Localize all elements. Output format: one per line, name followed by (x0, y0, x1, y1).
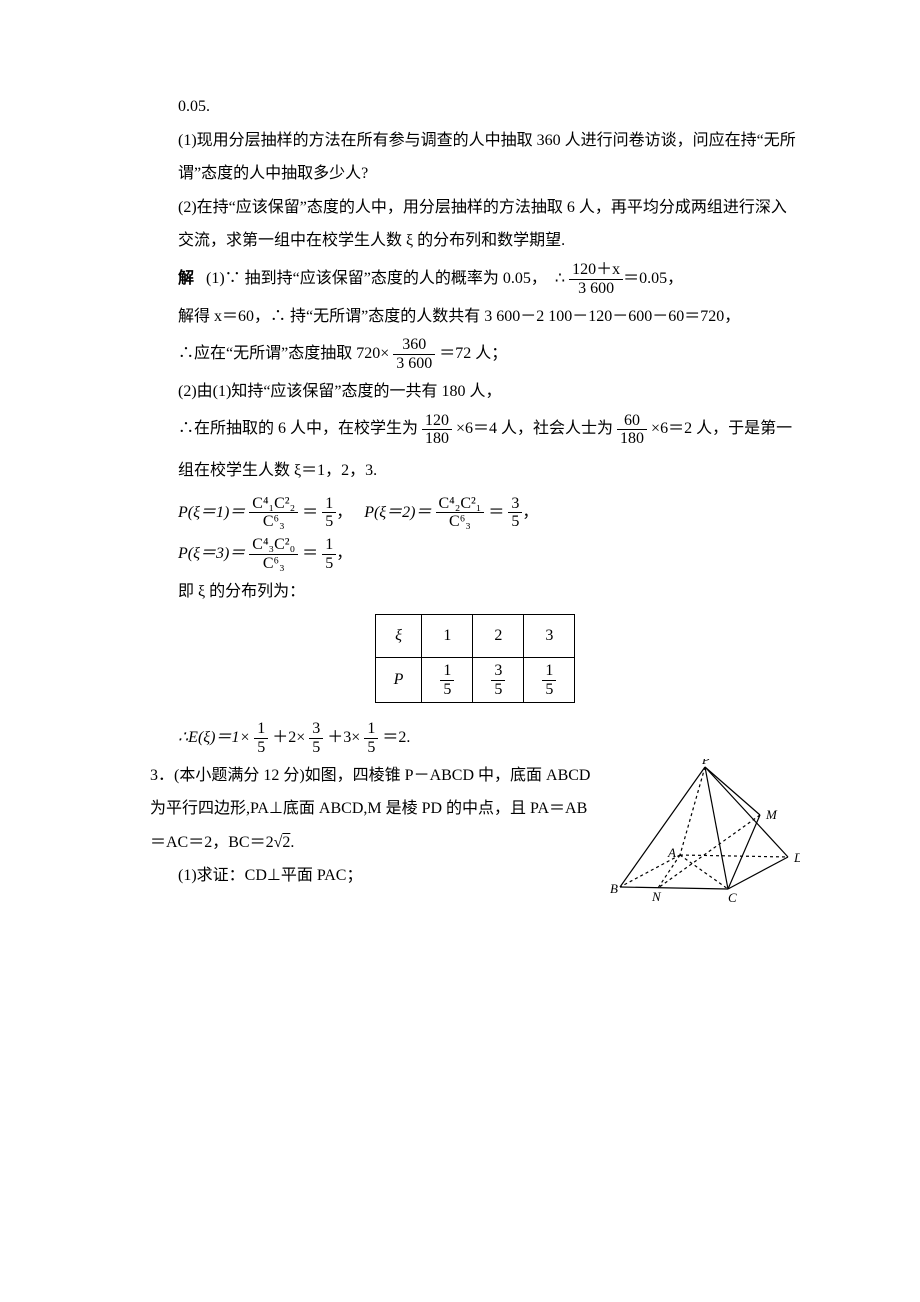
dist-row-label: P (375, 657, 422, 702)
solution-2b: ∴在所抽取的 6 人中，在校学生为 120 180 ×6＝4 人，社会人士为 6… (150, 408, 800, 491)
question-part2: (2)在持“应该保留”态度的人中，用分层抽样的方法抽取 6 人，再平均分成两组进… (150, 191, 800, 258)
question-part1: (1)现用分层抽样的方法在所有参与调查的人中抽取 360 人进行问卷访谈，问应在… (150, 124, 800, 191)
solution-1c: ∴应在“无所谓”态度抽取 720× 360 3 600 ＝72 人； (150, 333, 800, 375)
distribution-intro: 即 ξ 的分布列为： (150, 575, 800, 609)
solution-2a: (2)由(1)知持“应该保留”态度的一共有 180 人， (150, 375, 800, 409)
figure-label-C: C (728, 890, 737, 905)
figure-label-P: P (701, 759, 710, 767)
pyramid-figure: P M A B C D N (610, 759, 800, 909)
sol-label: 解 (178, 270, 194, 287)
distribution-table: ξ 1 2 3 P 15 35 15 (375, 614, 576, 703)
dist-head-2: 2 (473, 615, 524, 658)
solution-1b: 解得 x＝60，∴ 持“无所谓”态度的人数共有 3 600－2 100－120－… (150, 300, 800, 334)
figure-label-B: B (610, 881, 618, 896)
dist-cell-3: 15 (524, 657, 575, 702)
prob-row-1: P(ξ＝1)＝ C⁴₁C²₂C⁶₃ ＝ 15， P(ξ＝2)＝ C⁴₂C²₁C⁶… (150, 492, 800, 534)
question-3: 3．(本小题满分 12 分)如图，四棱锥 P－ABCD 中，底面 ABCD 为平… (150, 759, 800, 893)
figure-label-D: D (793, 850, 800, 865)
expectation: ∴E(ξ)＝1× 15 ＋2× 35 ＋3× 15 ＝2. (150, 717, 800, 759)
dist-head-1: 1 (422, 615, 473, 658)
dist-head-xi: ξ (375, 615, 422, 658)
solution-1a: 解 (1)∵ 抽到持“应该保留”态度的人的概率为 0.05， ∴ 120＋x 3… (150, 258, 800, 300)
dist-cell-1: 15 (422, 657, 473, 702)
intro-tail: 0.05. (150, 90, 800, 124)
figure-label-N: N (651, 889, 662, 904)
dist-cell-2: 35 (473, 657, 524, 702)
dist-head-3: 3 (524, 615, 575, 658)
figure-label-A: A (667, 845, 676, 860)
prob-row-2: P(ξ＝3)＝ C⁴₃C²₀C⁶₃ ＝ 15， (150, 533, 800, 575)
figure-label-M: M (765, 807, 778, 822)
